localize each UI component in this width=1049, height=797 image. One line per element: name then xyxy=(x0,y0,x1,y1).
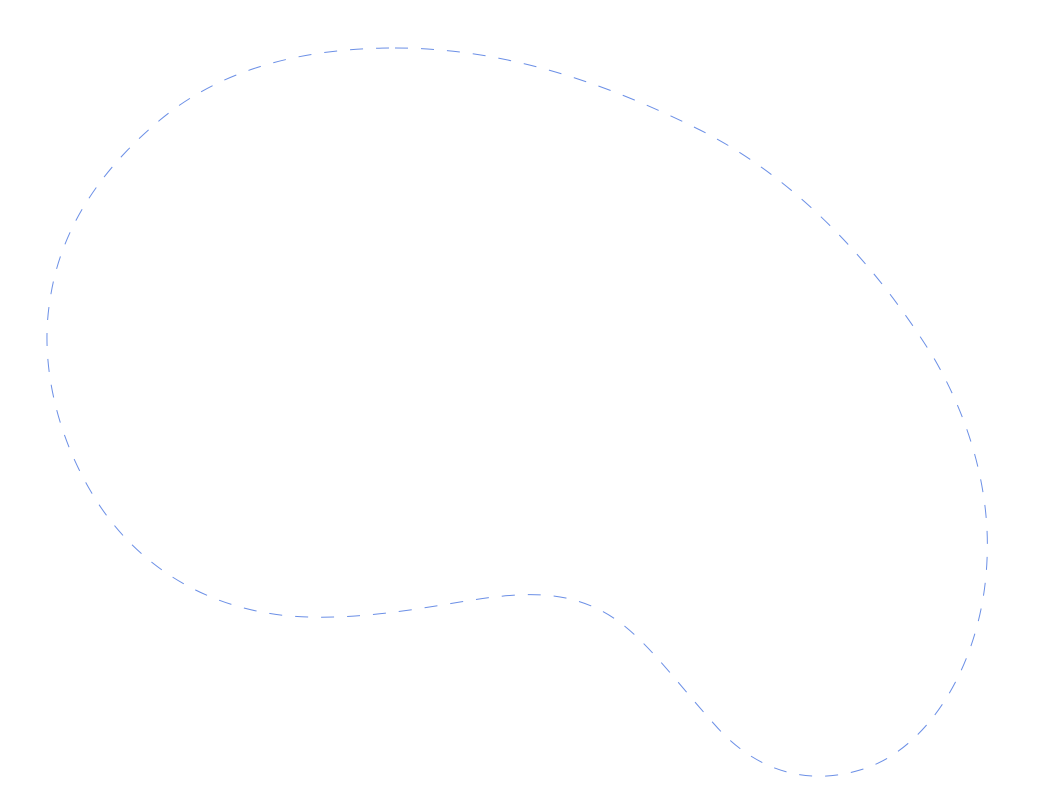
dashed-closed-curve xyxy=(46,47,988,777)
